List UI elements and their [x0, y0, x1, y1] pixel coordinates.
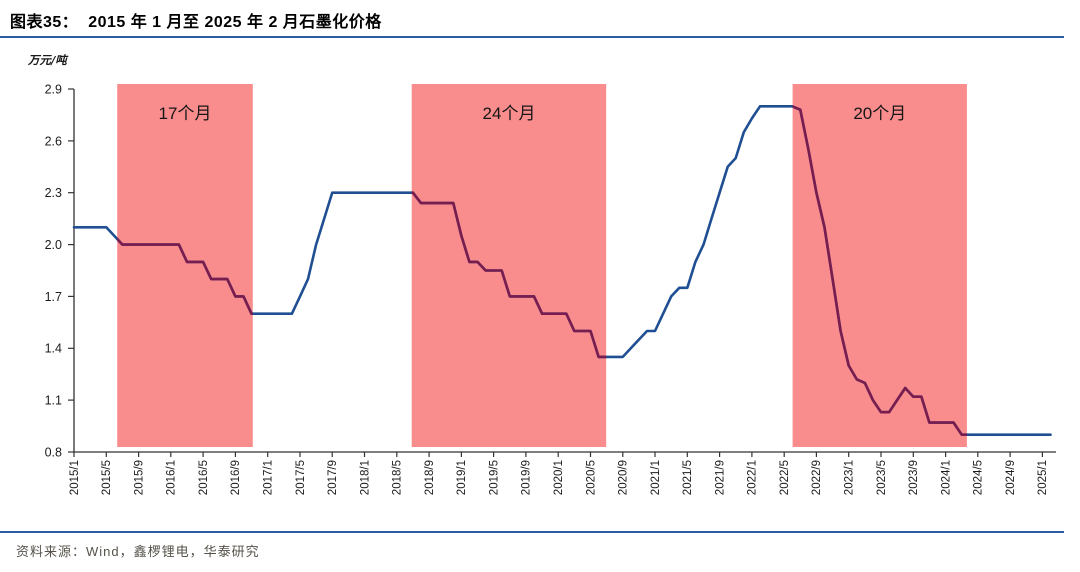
x-tick-label: 2021/1: [650, 460, 662, 495]
x-tick-label: 2024/5: [973, 460, 985, 495]
highlight-region: [411, 84, 607, 447]
region-duration-label: 24个月: [483, 104, 536, 123]
x-tick-label: 2018/5: [392, 460, 404, 495]
x-tick-label: 2024/1: [940, 460, 952, 495]
title-rule: [0, 36, 1064, 38]
y-tick-label: 2.9: [45, 82, 62, 96]
y-tick-label: 2.3: [45, 186, 62, 200]
x-tick-label: 2018/1: [359, 460, 371, 495]
y-tick-label: 1.1: [45, 393, 62, 407]
x-tick-label: 2017/1: [262, 460, 274, 495]
x-tick-label: 2021/5: [682, 460, 694, 495]
x-tick-label: 2019/9: [521, 460, 533, 495]
x-tick-label: 2022/5: [779, 460, 791, 495]
y-tick-label: 1.7: [45, 290, 62, 304]
x-tick-label: 2022/9: [811, 460, 823, 495]
x-tick-label: 2019/1: [456, 460, 468, 495]
x-tick-label: 2020/1: [553, 460, 565, 495]
x-tick-label: 2020/5: [585, 460, 597, 495]
price-line-highlighted-segment: [117, 105, 967, 437]
region-duration-label: 20个月: [853, 104, 906, 123]
x-tick-label: 2024/9: [1005, 460, 1017, 495]
x-tick-label: 2020/9: [618, 460, 630, 495]
x-tick-label: 2023/9: [908, 460, 920, 495]
x-tick-label: 2023/5: [876, 460, 888, 495]
figure-title: 图表35： 2015 年 1 月至 2025 年 2 月石墨化价格: [10, 14, 382, 31]
region-duration-label: 17个月: [159, 104, 212, 123]
source-note: 资料来源：Wind，鑫椤锂电，华泰研究: [16, 544, 260, 559]
y-tick-label: 2.6: [45, 134, 62, 148]
y-tick-label: 1.4: [45, 342, 62, 356]
x-tick-label: 2023/1: [843, 460, 855, 495]
x-tick-label: 2021/9: [714, 460, 726, 495]
x-tick-label: 2016/9: [230, 460, 242, 495]
footer-rule: [0, 531, 1064, 533]
x-tick-label: 2015/1: [69, 460, 81, 495]
x-tick-label: 2018/9: [424, 460, 436, 495]
x-tick-label: 2022/1: [747, 460, 759, 495]
x-tick-label: 2017/5: [295, 460, 307, 495]
y-tick-label: 0.8: [45, 445, 62, 459]
x-tick-label: 2017/9: [327, 460, 339, 495]
x-tick-label: 2015/5: [101, 460, 113, 495]
x-tick-label: 2025/1: [1037, 460, 1049, 495]
y-tick-label: 2.0: [45, 238, 62, 252]
y-axis-unit-label: 万元/吨: [28, 53, 67, 67]
x-tick-label: 2016/1: [166, 460, 178, 495]
x-tick-label: 2019/5: [488, 460, 500, 495]
highlight-region: [792, 84, 967, 447]
x-tick-label: 2015/9: [133, 460, 145, 495]
x-tick-label: 2016/5: [198, 460, 210, 495]
highlight-region: [117, 84, 253, 447]
